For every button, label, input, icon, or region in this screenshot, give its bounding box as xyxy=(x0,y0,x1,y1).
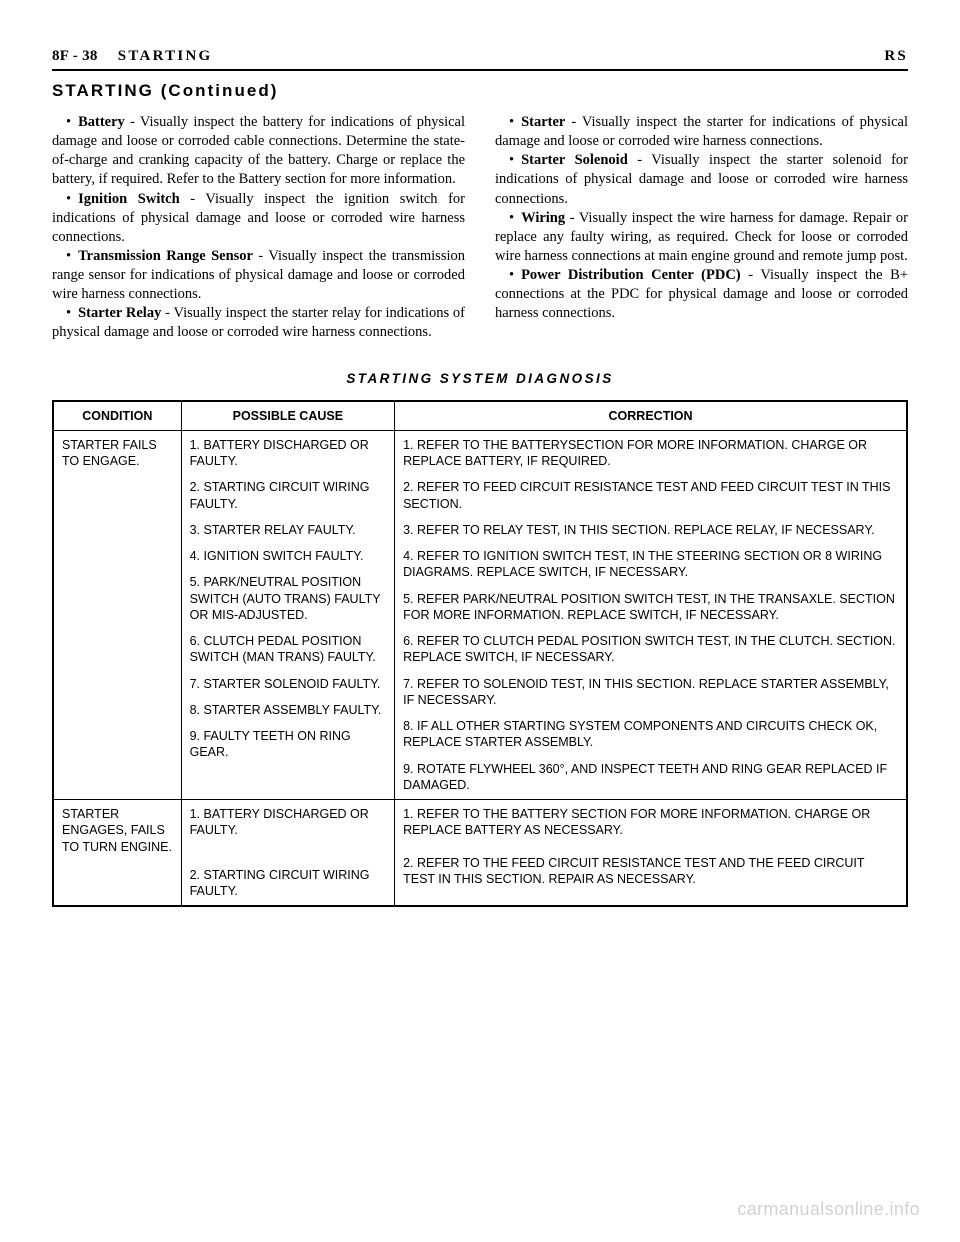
cell-condition: STARTER FAILS TO ENGAGE. xyxy=(53,430,181,799)
correction-item: 2. REFER TO FEED CIRCUIT RESISTANCE TEST… xyxy=(403,479,898,512)
cause-item: 1. BATTERY DISCHARGED OR FAULTY. xyxy=(190,806,387,839)
cause-item: 9. FAULTY TEETH ON RING GEAR. xyxy=(190,728,387,761)
correction-item: 5. REFER PARK/NEUTRAL POSITION SWITCH TE… xyxy=(403,591,898,624)
cause-item: 7. STARTER SOLENOID FAULTY. xyxy=(190,676,387,692)
cell-condition: STARTER ENGAGES, FAILS TO TURN ENGINE. xyxy=(53,800,181,907)
cause-item: 5. PARK/NEUTRAL POSITION SWITCH (AUTO TR… xyxy=(190,574,387,623)
cause-item: 8. STARTER ASSEMBLY FAULTY. xyxy=(190,702,387,718)
cause-item: 1. BATTERY DISCHARGED OR FAULTY. xyxy=(190,437,387,470)
bullet-pdc: Power Distribution Center (PDC) - Visual… xyxy=(495,266,908,323)
correction-item: 7. REFER TO SOLENOID TEST, IN THIS SECTI… xyxy=(403,676,898,709)
header-rule xyxy=(52,69,908,71)
watermark: carmanualsonline.info xyxy=(737,1199,920,1220)
header-left: 8F - 38 STARTING xyxy=(52,48,212,65)
cell-corrections: 1. REFER TO THE BATTERY SECTION FOR MORE… xyxy=(395,800,907,907)
right-column: Starter - Visually inspect the starter f… xyxy=(495,113,908,343)
continued-heading: STARTING (Continued) xyxy=(52,81,908,101)
left-column: Battery - Visually inspect the battery f… xyxy=(52,113,465,343)
correction-item: 8. IF ALL OTHER STARTING SYSTEM COMPONEN… xyxy=(403,718,898,751)
correction-item: 3. REFER TO RELAY TEST, IN THIS SECTION.… xyxy=(403,522,898,538)
cell-causes: 1. BATTERY DISCHARGED OR FAULTY. 2. STAR… xyxy=(181,800,395,907)
table-row: STARTER FAILS TO ENGAGE. 1. BATTERY DISC… xyxy=(53,430,907,799)
cause-item: 2. STARTING CIRCUIT WIRING FAULTY. xyxy=(190,867,387,900)
bullet-trans-range-sensor: Transmission Range Sensor - Visually ins… xyxy=(52,247,465,304)
bullet-starter: Starter - Visually inspect the starter f… xyxy=(495,113,908,151)
table-header-row: CONDITION POSSIBLE CAUSE CORRECTION xyxy=(53,401,907,431)
correction-item: 4. REFER TO IGNITION SWITCH TEST, IN THE… xyxy=(403,548,898,581)
correction-item: 9. ROTATE FLYWHEEL 360°, AND INSPECT TEE… xyxy=(403,761,898,794)
cause-item: 2. STARTING CIRCUIT WIRING FAULTY. xyxy=(190,479,387,512)
bullet-starter-relay: Starter Relay - Visually inspect the sta… xyxy=(52,304,465,342)
bullet-starter-solenoid: Starter Solenoid - Visually inspect the … xyxy=(495,151,908,208)
body-columns: Battery - Visually inspect the battery f… xyxy=(52,113,908,343)
th-condition: CONDITION xyxy=(53,401,181,431)
correction-item: 1. REFER TO THE BATTERY SECTION FOR MORE… xyxy=(403,806,898,839)
diagnosis-table: CONDITION POSSIBLE CAUSE CORRECTION STAR… xyxy=(52,400,908,908)
th-cause: POSSIBLE CAUSE xyxy=(181,401,395,431)
cause-item: 4. IGNITION SWITCH FAULTY. xyxy=(190,548,387,564)
section-name: STARTING xyxy=(118,48,213,64)
bullet-battery: Battery - Visually inspect the battery f… xyxy=(52,113,465,190)
correction-item: 2. REFER TO THE FEED CIRCUIT RESISTANCE … xyxy=(403,855,898,888)
bullet-ignition-switch: Ignition Switch - Visually inspect the i… xyxy=(52,190,465,247)
table-row: STARTER ENGAGES, FAILS TO TURN ENGINE. 1… xyxy=(53,800,907,907)
page-header: 8F - 38 STARTING RS xyxy=(52,48,908,65)
cell-corrections: 1. REFER TO THE BATTERYSECTION FOR MORE … xyxy=(395,430,907,799)
cause-item: 3. STARTER RELAY FAULTY. xyxy=(190,522,387,538)
table-title: STARTING SYSTEM DIAGNOSIS xyxy=(52,371,908,386)
correction-item: 6. REFER TO CLUTCH PEDAL POSITION SWITCH… xyxy=(403,633,898,666)
page-code: 8F - 38 xyxy=(52,48,98,64)
cell-causes: 1. BATTERY DISCHARGED OR FAULTY. 2. STAR… xyxy=(181,430,395,799)
bullet-wiring: Wiring - Visually inspect the wire harne… xyxy=(495,209,908,266)
correction-item: 1. REFER TO THE BATTERYSECTION FOR MORE … xyxy=(403,437,898,470)
cause-item: 6. CLUTCH PEDAL POSITION SWITCH (MAN TRA… xyxy=(190,633,387,666)
header-right: RS xyxy=(884,48,908,65)
th-correction: CORRECTION xyxy=(395,401,907,431)
